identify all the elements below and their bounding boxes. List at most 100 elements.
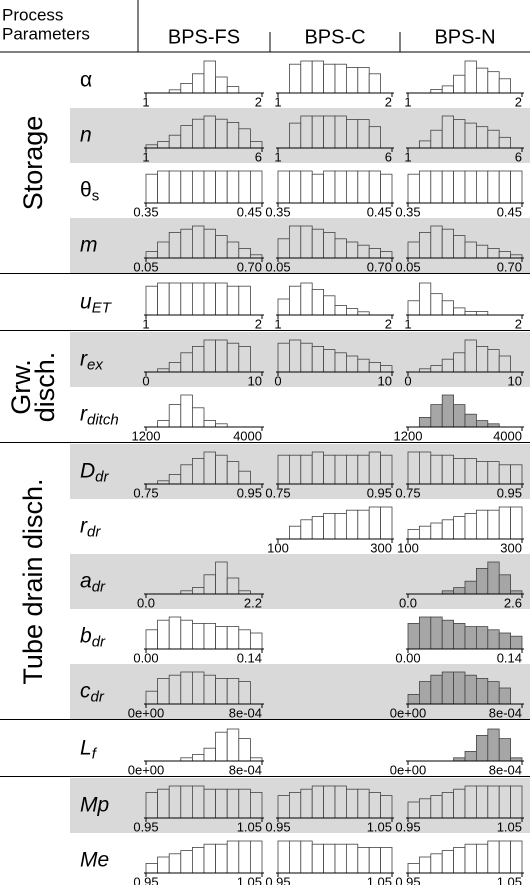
tick-label: 1.05 <box>367 819 392 834</box>
parameter-subscript: ET <box>92 299 113 316</box>
histogram-bar <box>203 115 217 149</box>
histogram-bar <box>430 522 443 540</box>
histogram-bar <box>334 238 347 259</box>
histogram-bar <box>215 76 228 94</box>
tick-label: 1.05 <box>497 874 522 885</box>
histogram-bar <box>226 86 240 94</box>
histogram-bar <box>453 170 466 204</box>
parameter-label: rditch <box>80 402 119 428</box>
histogram-bar <box>475 678 489 705</box>
histogram-bar <box>191 345 205 373</box>
histogram-bar <box>226 241 240 259</box>
histogram-bar <box>157 141 170 149</box>
histogram-bar <box>191 785 205 819</box>
histogram-bar <box>345 241 359 259</box>
histogram-bar <box>145 173 159 204</box>
histogram-bar <box>215 235 228 259</box>
tick-label: 0.05 <box>395 259 420 274</box>
tick-label: 1 <box>404 94 411 109</box>
histogram-bar <box>180 394 193 428</box>
histogram-bar <box>226 170 240 204</box>
histogram-bar <box>475 509 489 540</box>
histogram-bar <box>464 122 477 149</box>
parameter-symbol: r <box>80 514 88 537</box>
tick-label: 0.95 <box>395 874 420 885</box>
histogram-bar <box>380 847 393 874</box>
parameter-label: cdr <box>80 679 105 705</box>
tick-label: 0.35 <box>133 204 158 219</box>
histogram-bar <box>498 687 512 705</box>
histogram-bar <box>441 85 455 94</box>
histogram-bar <box>249 141 263 149</box>
tick-label: 0.95 <box>497 485 522 500</box>
histogram-bar <box>475 345 489 373</box>
tick-label: 0.95 <box>367 485 392 500</box>
histogram-bar <box>345 843 359 874</box>
histogram-bar <box>453 307 466 316</box>
histogram-bar <box>407 801 420 819</box>
histogram-bar <box>380 454 393 485</box>
tick-label: 0.70 <box>497 259 522 274</box>
histogram-bar <box>430 404 443 428</box>
histogram-bar <box>368 847 382 874</box>
histogram-bar <box>323 785 336 819</box>
histogram-bar <box>277 298 290 316</box>
tick-label: 0.95 <box>133 874 158 885</box>
tick-label: 2.2 <box>244 595 262 610</box>
histogram-bar <box>345 308 359 316</box>
histogram-bar <box>300 225 313 259</box>
histogram-bar <box>453 516 466 540</box>
histogram-bar <box>453 457 466 485</box>
histogram-bar <box>487 728 500 762</box>
histogram-bar <box>300 60 313 94</box>
histogram-bar <box>380 173 393 204</box>
histogram-bar <box>487 785 500 819</box>
histogram-bar <box>453 352 466 373</box>
tick-label: 2.6 <box>504 595 522 610</box>
histogram-bar <box>464 311 477 316</box>
histogram-bar <box>168 785 182 819</box>
histogram-bar <box>498 785 512 819</box>
histogram-bar <box>238 285 251 316</box>
parameter-label: uET <box>80 290 113 316</box>
histogram-bar <box>510 170 523 204</box>
tick-label: 0.05 <box>133 259 158 274</box>
histogram-bar <box>357 358 370 373</box>
histogram-bar <box>215 788 228 819</box>
histogram-bar <box>203 843 217 874</box>
tick-label: 4000 <box>493 428 522 443</box>
histogram-bar <box>288 225 302 259</box>
histogram-bar <box>203 623 217 650</box>
histogram-bar <box>277 454 290 485</box>
tick-label: 1 <box>404 149 411 164</box>
histogram-bar <box>441 115 455 149</box>
histogram-bar <box>226 122 240 149</box>
tick-label: 0.45 <box>237 204 262 219</box>
tick-label: 0.00 <box>133 650 158 665</box>
histogram-bar <box>430 293 443 316</box>
histogram-bar <box>203 574 217 595</box>
corner-label: Parameters <box>2 24 90 43</box>
histogram-bar <box>357 170 370 204</box>
parameter-symbol: m <box>80 233 98 256</box>
histogram-bar <box>288 792 302 819</box>
histogram-bar <box>464 413 477 428</box>
parameter-label: Me <box>80 848 109 871</box>
histogram-bar <box>368 126 382 149</box>
histogram-bar <box>441 170 455 204</box>
histogram-bar <box>475 420 489 428</box>
histogram-bar <box>168 473 182 485</box>
histogram-bar <box>510 635 523 650</box>
histogram-bar <box>334 170 347 204</box>
histogram-bar <box>288 63 302 94</box>
histogram-bar <box>498 355 512 373</box>
histogram-bar <box>180 170 193 204</box>
histogram-bar <box>487 170 500 204</box>
histogram-bar <box>464 241 477 259</box>
histogram-bar <box>441 454 455 485</box>
histogram-bar <box>180 619 193 650</box>
histogram-bar <box>226 461 240 485</box>
tick-label: 2 <box>515 316 522 331</box>
tick-label: 0.35 <box>265 204 290 219</box>
